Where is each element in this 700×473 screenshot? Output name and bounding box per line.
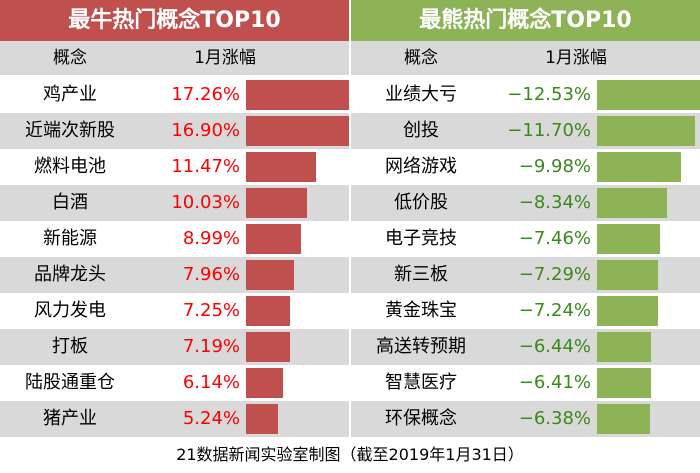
bull-value-label: 7.25% [182,300,240,321]
bear-bar [597,296,658,326]
bull-concept-label: 风力发电 [34,300,106,321]
bear-concept-label: 黄金珠宝 [385,300,457,321]
bull-concept-label: 鸡产业 [43,84,97,105]
bear-concept-label: 创投 [403,120,439,141]
bear-header-change: 1月涨幅 [545,48,607,68]
bear-bar [597,152,681,182]
bull-bar [246,224,301,254]
bull-title: 最牛热门概念TOP10 [0,0,349,41]
bull-row: 鸡产业 17.26% [0,77,351,113]
bull-row: 品牌龙头 7.96% [0,257,349,293]
panel-divider [349,0,351,437]
bull-header-concept: 概念 [53,48,87,68]
bear-row: 智慧医疗 −6.41% [351,365,700,401]
bear-concept-label: 环保概念 [385,408,457,429]
bull-concept-label: 打板 [52,336,88,357]
bull-value-label: 11.47% [171,156,240,177]
bull-row: 风力发电 7.25% [0,293,349,329]
bear-row: 业绩大亏 −12.53% [351,77,700,113]
bear-header-concept: 概念 [404,48,438,68]
bear-row: 低价股 −8.34% [351,185,700,221]
bear-bar [597,116,695,146]
bear-bar [597,332,651,362]
bear-concept-label: 高送转预期 [376,336,466,357]
bull-row: 打板 7.19% [0,329,349,365]
bull-row: 燃料电池 11.47% [0,149,349,185]
bull-value-label: 17.26% [171,84,240,105]
bear-row: 环保概念 −6.38% [351,401,700,437]
bull-bar [246,332,290,362]
bull-row: 猪产业 5.24% [0,401,349,437]
bull-bar [246,368,283,398]
bear-value-label: −7.24% [518,300,591,321]
bear-concept-label: 网络游戏 [385,156,457,177]
bear-bar [597,80,700,110]
bull-concept-label: 近端次新股 [25,120,115,141]
bear-bar [597,224,660,254]
bull-bar [246,80,351,110]
bull-value-label: 6.14% [182,372,240,393]
bull-header: 概念 1月涨幅 [0,41,349,75]
bear-panel: 最熊热门概念TOP10 概念 1月涨幅 业绩大亏 −12.53% 创投 −11.70%… [351,0,700,437]
bear-bar [597,188,667,218]
bull-concept-label: 陆股通重仓 [25,372,115,393]
bull-bar [246,152,316,182]
bear-row: 电子竞技 −7.46% [351,221,700,257]
bull-concept-label: 品牌龙头 [34,264,106,285]
bull-concept-label: 新能源 [43,228,97,249]
bear-value-label: −7.46% [518,228,591,249]
bear-bar [597,368,651,398]
bear-value-label: −6.38% [518,408,591,429]
bull-bar [246,188,307,218]
bull-header-change: 1月涨幅 [194,48,256,68]
bear-row: 新三板 −7.29% [351,257,700,293]
bear-row: 创投 −11.70% [351,113,700,149]
bear-title: 最熊热门概念TOP10 [351,0,700,41]
bear-value-label: −9.98% [518,156,591,177]
bull-concept-label: 燃料电池 [34,156,106,177]
bear-bar [597,404,650,434]
bear-value-label: −7.29% [518,264,591,285]
bear-value-label: −6.44% [518,336,591,357]
bear-concept-label: 低价股 [394,192,448,213]
bull-row: 白酒 10.03% [0,185,349,221]
bear-concept-label: 电子竞技 [385,228,457,249]
source-footer: 21数据新闻实验室制图（截至2019年1月31日） [0,437,700,473]
bull-bar [246,260,294,290]
bull-row: 近端次新股 16.90% [0,113,349,149]
bull-bar [246,116,349,146]
bull-bar [246,296,290,326]
bear-row: 高送转预期 −6.44% [351,329,700,365]
bull-concept-label: 猪产业 [43,408,97,429]
bear-header: 概念 1月涨幅 [351,41,700,75]
bull-concept-label: 白酒 [52,192,88,213]
bear-value-label: −11.70% [507,120,591,141]
bull-row: 新能源 8.99% [0,221,349,257]
bear-row: 黄金珠宝 −7.24% [351,293,700,329]
bull-row: 陆股通重仓 6.14% [0,365,349,401]
bull-value-label: 16.90% [171,120,240,141]
bear-concept-label: 业绩大亏 [385,84,457,105]
bull-value-label: 5.24% [182,408,240,429]
bear-concept-label: 新三板 [394,264,448,285]
bear-value-label: −12.53% [507,84,591,105]
bull-panel: 最牛热门概念TOP10 概念 1月涨幅 鸡产业 17.26% 近端次新股 16.90%… [0,0,351,437]
bull-value-label: 7.19% [182,336,240,357]
bear-value-label: −8.34% [518,192,591,213]
bear-concept-label: 智慧医疗 [385,372,457,393]
bear-row: 网络游戏 −9.98% [351,149,700,185]
bull-value-label: 8.99% [182,228,240,249]
bull-bar [246,404,278,434]
bull-value-label: 10.03% [171,192,240,213]
bull-value-label: 7.96% [182,264,240,285]
bear-value-label: −6.41% [518,372,591,393]
bear-bar [597,260,658,290]
